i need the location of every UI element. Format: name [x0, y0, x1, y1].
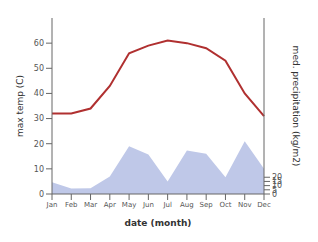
svg-text:Sep: Sep [200, 201, 214, 209]
svg-text:Jan: Jan [46, 201, 58, 209]
svg-text:Jun: Jun [142, 201, 154, 209]
svg-text:60: 60 [34, 39, 44, 48]
svg-text:40: 40 [34, 89, 44, 98]
svg-text:Mar: Mar [84, 201, 97, 209]
svg-text:50: 50 [34, 64, 44, 73]
svg-text:Apr: Apr [104, 201, 116, 209]
svg-text:May: May [122, 201, 136, 209]
svg-text:max temp (C): max temp (C) [15, 75, 25, 137]
svg-text:Nov: Nov [238, 201, 252, 209]
svg-text:med. precipitation (kg/m2): med. precipitation (kg/m2) [291, 46, 301, 167]
svg-text:Feb: Feb [65, 201, 78, 209]
svg-text:Aug: Aug [180, 201, 194, 209]
svg-text:20: 20 [272, 173, 282, 182]
svg-text:0: 0 [39, 190, 44, 199]
svg-text:Jul: Jul [162, 201, 172, 209]
svg-text:20: 20 [34, 140, 44, 149]
svg-text:date (month): date (month) [125, 218, 192, 228]
svg-text:Dec: Dec [257, 201, 271, 209]
svg-text:30: 30 [34, 114, 44, 123]
svg-text:10: 10 [34, 165, 44, 174]
svg-text:Oct: Oct [219, 201, 231, 209]
